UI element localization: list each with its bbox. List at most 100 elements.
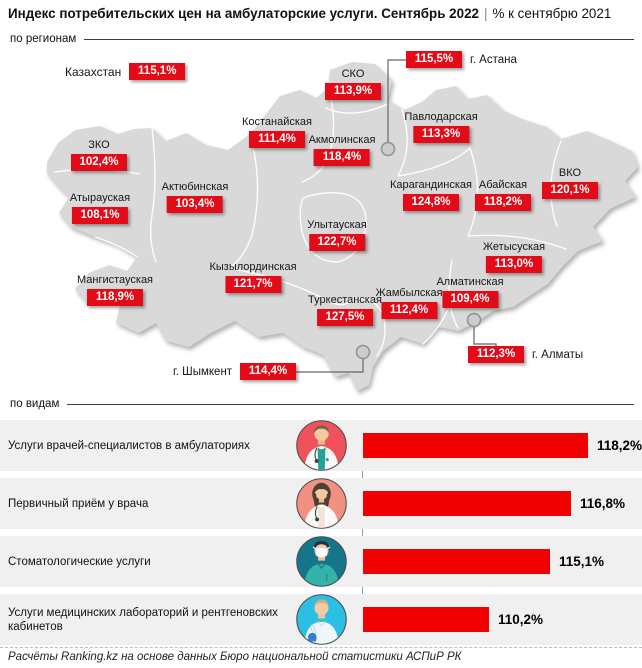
region-indicator-karaganda: Карагандинская 124,8%	[390, 179, 472, 211]
region-value-badge: 102,4%	[71, 154, 127, 171]
astana-connector-line	[387, 59, 406, 142]
region-name: Актюбинская	[161, 181, 229, 193]
service-label: Первичный приём у врача	[8, 497, 149, 510]
region-name: ВКО	[558, 167, 582, 179]
service-row: Первичный приём у врача 116,8%	[0, 478, 642, 529]
region-name: СКО	[341, 68, 365, 80]
country-name: Казахстан	[65, 64, 122, 79]
region-value-badge: 113,3%	[412, 126, 469, 143]
service-row: Стоматологические услуги 115,1%	[0, 536, 642, 587]
section-header-by-regions: по регионам	[10, 33, 634, 45]
title-subtitle: % к сентябрю 2021	[492, 6, 612, 21]
city-name: г. Шымкент	[173, 365, 233, 378]
service-bar	[363, 433, 588, 458]
country-value-badge: 115,1%	[129, 63, 186, 80]
region-indicator-akmola: Акмолинская 118,4%	[308, 134, 376, 166]
region-indicator-sko: СКО 113,9%	[325, 68, 381, 100]
service-value: 116,8%	[580, 496, 626, 511]
lab-technician-icon	[296, 594, 347, 645]
region-indicator-kyzylorda: Кызылординская 121,7%	[209, 261, 297, 293]
region-value-badge: 120,1%	[542, 182, 598, 199]
region-border	[397, 109, 408, 177]
region-value-badge: 113,0%	[485, 256, 542, 273]
region-value-badge: 118,4%	[313, 149, 370, 166]
city-name: г. Алматы	[532, 348, 584, 361]
astana-city-dot	[380, 141, 396, 157]
lab-technician-icon-wrap	[295, 593, 348, 646]
region-name: Костанайская	[241, 116, 313, 128]
region-name: Павлодарская	[404, 111, 478, 123]
service-value: 118,2%	[597, 438, 642, 453]
region-value-badge: 118,2%	[475, 194, 531, 211]
region-name: Улытауская	[307, 219, 367, 231]
region-border	[397, 147, 471, 177]
region-value-badge: 127,5%	[316, 309, 373, 326]
region-value-badge: 118,9%	[87, 289, 143, 306]
footer-note: Расчёты Ranking.kz на основе данных Бюро…	[0, 647, 642, 663]
shymkent-city-dot	[355, 344, 371, 360]
region-border	[150, 127, 157, 263]
region-name: Атырауская	[69, 192, 131, 204]
region-value-badge: 124,8%	[403, 194, 459, 211]
city-value-badge: 114,4%	[240, 363, 297, 380]
region-indicator-zhambyl: Жамбылская 112,4%	[375, 287, 443, 319]
country-indicator: Казахстан 115,1%	[65, 63, 186, 80]
region-value-badge: 121,7%	[225, 276, 281, 293]
region-name: Абайская	[478, 179, 528, 191]
region-value-badge: 122,7%	[309, 234, 365, 251]
section-by-types-label: по видам	[10, 398, 60, 410]
region-indicator-atyrau: Атырауская 108,1%	[70, 192, 130, 224]
region-indicator-kostanay: Костанайская 111,4%	[242, 116, 312, 148]
primary-doctor-icon-wrap	[295, 477, 348, 530]
city-indicator-almaty: 112,3% г. Алматы	[468, 346, 583, 363]
region-indicator-mangystau: Мангистауская 118,9%	[77, 274, 153, 306]
dentist-icon	[296, 536, 347, 587]
region-indicator-vko: ВКО 120,1%	[542, 167, 598, 199]
city-name: г. Астана	[470, 53, 517, 66]
region-name: Жетысуская	[482, 241, 546, 253]
region-border	[467, 147, 479, 237]
region-border	[227, 133, 259, 269]
region-indicator-almaty_obl: Алматинская 109,4%	[436, 276, 504, 308]
region-name: Туркестанская	[308, 294, 382, 306]
region-indicator-aktobe: Актюбинская 103,4%	[161, 181, 229, 213]
service-row: Услуги медицинских лабораторий и рентген…	[0, 594, 642, 645]
region-value-badge: 109,4%	[442, 291, 498, 308]
service-row: Услуги врачей-специалистов в амбулатория…	[0, 420, 642, 471]
region-name: ЗКО	[88, 139, 110, 151]
region-value-badge: 108,1%	[72, 207, 128, 224]
region-indicator-ulytau: Улытауская 122,7%	[307, 219, 367, 251]
footer-text: Расчёты Ranking.kz на основе данных Бюро…	[8, 651, 462, 663]
region-name: Акмолинская	[308, 134, 376, 146]
region-indicator-pavlodar: Павлодарская 113,3%	[404, 111, 478, 143]
region-name: Жамбылская	[375, 287, 443, 299]
region-value-badge: 103,4%	[167, 196, 223, 213]
region-border	[467, 234, 567, 250]
doctor-specialist-icon	[296, 420, 347, 471]
region-border	[325, 103, 389, 114]
bar-chart-axis-line	[362, 420, 363, 645]
region-value-badge: 112,4%	[381, 302, 437, 319]
kazakhstan-map-svg	[47, 59, 638, 391]
region-border	[94, 236, 138, 258]
region-name: Мангистауская	[76, 274, 154, 286]
dentist-icon-wrap	[295, 535, 348, 588]
section-by-regions-label: по регионам	[10, 33, 77, 45]
region-indicator-abay: Абайская 118,2%	[475, 179, 531, 211]
city-value-badge: 115,5%	[406, 51, 462, 68]
region-value-badge: 113,9%	[325, 83, 381, 100]
region-name: Карагандинская	[390, 179, 472, 191]
service-label: Услуги врачей-специалистов в амбулатория…	[8, 439, 250, 452]
doctor-specialist-icon-wrap	[295, 419, 348, 472]
city-value-badge: 112,3%	[468, 346, 524, 363]
service-value: 115,1%	[559, 554, 605, 569]
region-indicator-zhetysu: Жетысуская 113,0%	[483, 241, 545, 273]
primary-doctor-icon	[296, 478, 347, 529]
region-value-badge: 111,4%	[249, 131, 305, 148]
service-value: 110,2%	[498, 612, 544, 627]
service-label: Услуги медицинских лабораторий и рентген…	[8, 606, 278, 633]
title-divider: |	[483, 6, 488, 21]
service-bar	[363, 549, 550, 574]
